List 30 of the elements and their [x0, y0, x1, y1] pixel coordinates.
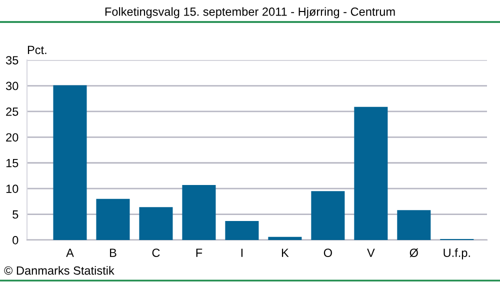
x-tick-label: F [196, 248, 202, 257]
bar [96, 198, 130, 240]
y-tick-label: 0 [12, 236, 18, 244]
y-axis-title: Pct. [28, 46, 46, 54]
y-tick-label: 5 [12, 210, 18, 219]
text: © Danmarks Statistik [4, 266, 114, 275]
x-tick-label: U.f.p. [444, 248, 470, 260]
y-tick-label: 20 [6, 133, 18, 142]
y-tick-label: 30 [6, 82, 18, 90]
bar [397, 210, 431, 240]
x-tick-label: O [324, 248, 332, 257]
bar [225, 220, 259, 240]
x-tick-label: C [152, 248, 160, 257]
y-tick-label: 10 [6, 184, 18, 193]
bar [53, 85, 87, 240]
y-tick-label: 35 [6, 56, 18, 64]
y-tick-label: 15 [6, 159, 18, 168]
bar [268, 236, 302, 240]
x-tick-label: A [66, 248, 74, 257]
chart-title: Folketingsvalg 15. september 2011 - Hjørring - Centrum [105, 7, 395, 18]
x-tick-label: I [241, 248, 243, 257]
bar [354, 106, 388, 240]
bar [311, 191, 345, 240]
x-tick-label: Ø [410, 248, 418, 258]
bar [139, 207, 173, 240]
x-tick-label: B [110, 248, 116, 257]
y-tick-label: 25 [6, 108, 18, 116]
bar [182, 184, 216, 240]
x-tick-label: K [282, 248, 289, 257]
x-tick-label: V [367, 248, 375, 257]
